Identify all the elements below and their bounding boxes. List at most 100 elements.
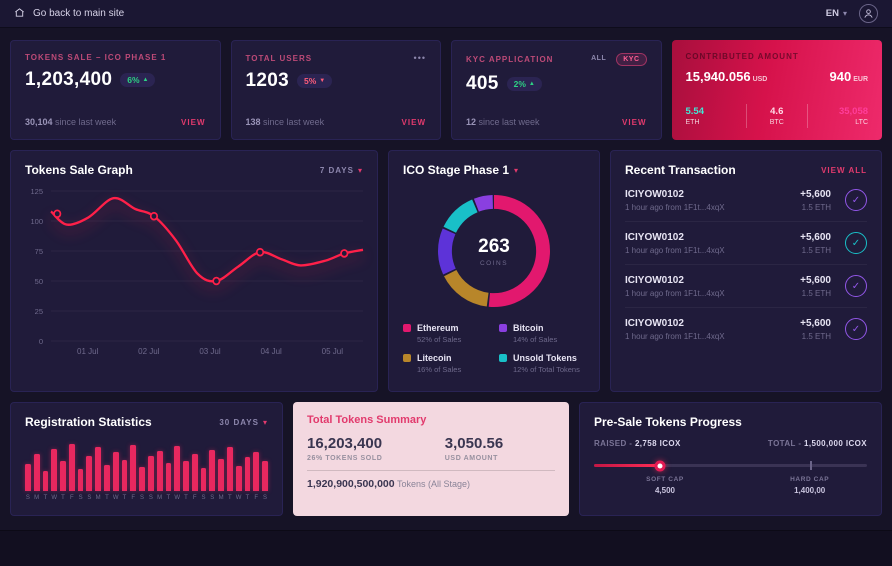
day-label: S bbox=[148, 495, 153, 501]
day-label: T bbox=[122, 495, 127, 501]
card-title: Total Tokens Summary bbox=[307, 414, 427, 426]
coin-amount: 4.6 BTC bbox=[745, 104, 807, 128]
filter-tag-all[interactable]: ALL bbox=[591, 55, 607, 62]
day-label: F bbox=[192, 495, 197, 501]
bar bbox=[174, 446, 181, 491]
donut-center: 263 COINS bbox=[430, 187, 558, 315]
bar bbox=[183, 461, 189, 491]
x-tick-label: 01 Jul bbox=[77, 347, 99, 356]
stat-value: 1203 bbox=[245, 70, 289, 91]
legend-swatch bbox=[499, 324, 507, 332]
contributed-usd: 15,940.056 USD bbox=[685, 69, 768, 84]
transaction-row[interactable]: ICIYOW0102 1 hour ago from 1F1t...4xqX +5,… bbox=[625, 222, 867, 265]
view-link[interactable]: VIEW bbox=[622, 118, 647, 127]
y-tick-label: 125 bbox=[30, 187, 43, 196]
raised-amount: RAISED - 2,758 ICOX bbox=[594, 439, 681, 448]
bar bbox=[200, 468, 207, 491]
dots-menu-icon[interactable]: ••• bbox=[413, 53, 426, 63]
change-badge: 5% ▼ bbox=[296, 74, 333, 88]
view-all-link[interactable]: VIEW ALL bbox=[821, 165, 867, 175]
coins-count: 263 bbox=[478, 235, 510, 257]
transaction-row[interactable]: ICIYOW0102 1 hour ago from 1F1t...4xqX +5,… bbox=[625, 308, 867, 350]
home-icon bbox=[14, 5, 25, 23]
bar bbox=[139, 467, 145, 491]
tx-status-check-icon[interactable]: ✓ bbox=[845, 275, 867, 297]
day-label: T bbox=[166, 495, 171, 501]
legend-swatch bbox=[403, 354, 411, 362]
usd-amount-block: 3,050.56 USD AMOUNT bbox=[444, 435, 504, 462]
tx-currency: 1.5 ETH bbox=[801, 202, 831, 212]
bar bbox=[104, 465, 110, 491]
tx-id: ICIYOW0102 bbox=[625, 231, 684, 243]
x-tick-label: 02 Jul bbox=[138, 347, 160, 356]
legend-item: Unsold Tokens 12% of Total Tokens bbox=[499, 353, 585, 374]
tx-meta: 1 hour ago from 1F1t...4xqX bbox=[625, 202, 725, 212]
chevron-down-icon: ▾ bbox=[262, 417, 268, 427]
progress-knob[interactable] bbox=[654, 460, 666, 471]
bar bbox=[209, 450, 216, 491]
bar bbox=[33, 453, 40, 491]
stat-sub: 30,104 since last week bbox=[25, 117, 117, 127]
stat-card-tokens-sale: TOKENS SALE – ICO PHASE 1 1,203,400 6% ▲… bbox=[10, 40, 221, 140]
tx-status-check-icon[interactable]: ✓ bbox=[845, 232, 867, 254]
bar bbox=[156, 451, 163, 491]
tx-meta: 1 hour ago from 1F1t...4xqX bbox=[625, 331, 725, 341]
bar bbox=[77, 468, 84, 491]
transaction-row[interactable]: ICIYOW0102 1 hour ago from 1F1t...4xqX +5,… bbox=[625, 265, 867, 308]
day-label: M bbox=[157, 495, 163, 501]
transaction-list: ICIYOW0102 1 hour ago from 1F1t...4xqX +5,… bbox=[625, 179, 867, 350]
tx-currency: 1.5 ETH bbox=[801, 331, 831, 341]
y-tick-label: 75 bbox=[34, 247, 43, 256]
day-label: F bbox=[131, 495, 136, 501]
day-label: T bbox=[105, 495, 109, 501]
y-tick-label: 50 bbox=[34, 277, 43, 286]
x-tick-label: 03 Jul bbox=[199, 347, 221, 356]
chevron-down-icon: ▾ bbox=[514, 165, 519, 175]
day-label: F bbox=[254, 495, 259, 501]
user-avatar[interactable] bbox=[859, 4, 878, 23]
stat-card-total-users: TOTAL USERS ••• 1203 5% ▼ 138 since last… bbox=[230, 40, 441, 140]
trend-up-icon: ▲ bbox=[528, 81, 535, 87]
tx-status-check-icon[interactable]: ✓ bbox=[845, 189, 867, 211]
stat-value: 1,203,400 bbox=[25, 69, 113, 90]
footer bbox=[0, 530, 892, 566]
range-select-30-days[interactable]: 30 DAYS ▾ bbox=[219, 417, 268, 427]
day-label: W bbox=[235, 495, 242, 501]
day-label: S bbox=[201, 495, 206, 501]
legend-swatch bbox=[499, 354, 507, 362]
language-selector[interactable]: EN ▾ bbox=[825, 8, 847, 19]
bar bbox=[60, 461, 66, 491]
day-label: S bbox=[25, 495, 30, 501]
hard-cap-tick bbox=[809, 461, 812, 470]
day-label: T bbox=[184, 495, 188, 501]
view-link[interactable]: VIEW bbox=[181, 118, 206, 127]
tx-currency: 1.5 ETH bbox=[801, 245, 831, 255]
bar bbox=[86, 456, 93, 491]
bar bbox=[253, 452, 260, 491]
transaction-row[interactable]: ICIYOW0102 1 hour ago from 1F1t...4xqX +5,… bbox=[625, 179, 867, 222]
tokens-sale-line-chart: 125 100 75 50 25 0 bbox=[25, 187, 364, 346]
total-tokens-summary-card: Total Tokens Summary 16,203,400 26% TOKE… bbox=[293, 402, 569, 516]
back-to-main-site-link[interactable]: Go back to main site bbox=[14, 5, 124, 23]
y-tick-label: 0 bbox=[38, 337, 43, 346]
progress-slider[interactable] bbox=[594, 460, 867, 471]
day-label: M bbox=[34, 495, 40, 501]
ico-stage-donut-chart: 263 COINS bbox=[430, 187, 558, 315]
soft-cap: SOFT CAP 4,500 bbox=[646, 476, 684, 495]
range-select-7-days[interactable]: 7 DAYS ▾ bbox=[319, 165, 363, 175]
filter-tag-kyc[interactable]: KYC bbox=[616, 53, 647, 66]
tx-id: ICIYOW0102 bbox=[625, 274, 684, 286]
tx-meta: 1 hour ago from 1F1t...4xqX bbox=[625, 288, 725, 298]
x-tick-label: 05 Jul bbox=[321, 347, 343, 356]
day-label: S bbox=[87, 495, 92, 501]
view-link[interactable]: VIEW bbox=[401, 118, 426, 127]
tx-meta: 1 hour ago from 1F1t...4xqX bbox=[625, 245, 725, 255]
x-tick-label: 04 Jul bbox=[260, 347, 282, 356]
day-label: M bbox=[95, 495, 101, 501]
stat-title: CONTRIBUTED AMOUNT bbox=[685, 52, 799, 61]
ico-stage-selector[interactable]: ICO Stage Phase 1 ▾ bbox=[403, 163, 519, 177]
tx-status-check-icon[interactable]: ✓ bbox=[845, 318, 867, 340]
legend-swatch bbox=[403, 324, 411, 332]
day-label: T bbox=[228, 495, 232, 501]
